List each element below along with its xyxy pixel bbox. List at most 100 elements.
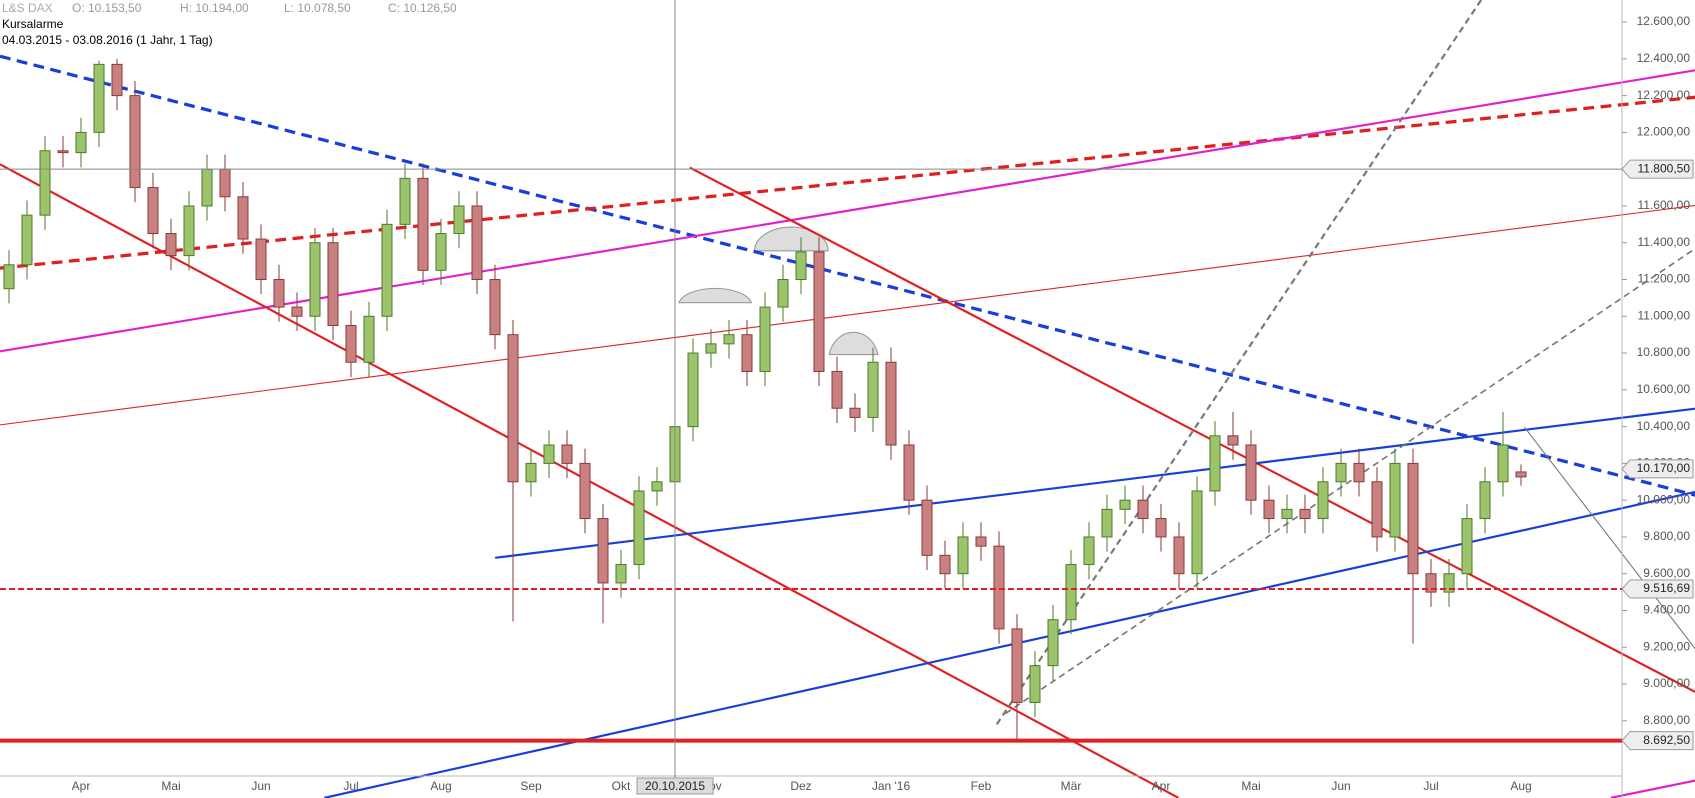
- x-tick-label: Jan '16: [872, 779, 911, 793]
- candle-body: [507, 334, 519, 483]
- candle-body: [363, 315, 375, 363]
- candle-body: [849, 407, 861, 418]
- y-tick-label: 9.800,00: [1643, 529, 1690, 543]
- y-tick-label: 11.200,00: [1638, 272, 1691, 286]
- ohlc: C: 10.126,50: [388, 1, 457, 15]
- candle-body: [237, 196, 249, 240]
- candle-body: [633, 490, 645, 566]
- candle-body: [1029, 665, 1041, 703]
- candle-body: [435, 233, 447, 271]
- candle-body: [201, 168, 213, 207]
- candle-body: [129, 95, 141, 189]
- candle-body: [417, 177, 429, 271]
- x-tick-label: Jul: [1423, 779, 1438, 793]
- symbol: L&S DAX: [2, 1, 53, 15]
- candle-body: [705, 343, 717, 354]
- candle-body: [345, 324, 357, 363]
- candle-body: [255, 238, 267, 281]
- ohlc: L: 10.078,50: [284, 1, 351, 15]
- candle-body: [1173, 536, 1185, 575]
- price-tag: [1621, 731, 1694, 751]
- candle-body: [795, 251, 807, 281]
- candle-body: [885, 361, 897, 446]
- candle-body: [1461, 518, 1473, 575]
- date-range: 04.03.2015 - 03.08.2016 (1 Jahr, 1 Tag): [2, 33, 213, 47]
- y-tick-label: 11.600,00: [1638, 198, 1691, 212]
- y-tick-label: 11.000,00: [1638, 308, 1691, 322]
- candle-body: [21, 214, 33, 266]
- price-tag-label: 11.800,50: [1638, 161, 1691, 175]
- trendline: [0, 95, 1695, 270]
- candle-body: [1047, 619, 1059, 667]
- crosshair-tag: [636, 777, 714, 795]
- trendline: [1004, 247, 1695, 715]
- candle-body: [867, 361, 879, 418]
- candle-body: [1083, 536, 1095, 566]
- candle-body: [3, 264, 15, 290]
- candle-body: [615, 564, 627, 584]
- price-tag-label: 10.170,00: [1637, 461, 1691, 475]
- trendline: [995, 0, 1483, 725]
- candle-body: [525, 462, 537, 483]
- candle-body: [489, 279, 501, 336]
- x-tick-label: Mai: [1241, 779, 1260, 793]
- candle-body: [1227, 435, 1239, 446]
- x-tick-label: Jun: [251, 779, 270, 793]
- candle-body: [1353, 462, 1365, 483]
- trendline: [495, 407, 1695, 559]
- candle-body: [39, 150, 51, 216]
- x-tick-label: Feb: [971, 779, 992, 793]
- x-tick-label: Apr: [1152, 779, 1171, 793]
- x-tick-label: Jun: [1331, 779, 1350, 793]
- candle-body: [1101, 508, 1113, 538]
- candle-body: [1191, 490, 1203, 575]
- candle-body: [471, 205, 483, 281]
- candle-body: [579, 462, 591, 520]
- candle-body: [651, 481, 663, 492]
- y-tick-label: 12.000,00: [1637, 125, 1691, 139]
- y-tick-label: 10.000,00: [1637, 492, 1691, 506]
- candle-body: [993, 545, 1005, 630]
- y-tick-label: 9.000,00: [1643, 676, 1690, 690]
- price-tag: [1621, 159, 1694, 179]
- price-tag-label: 9.516,69: [1643, 581, 1690, 595]
- candle-body: [1407, 462, 1419, 575]
- candle-body: [147, 187, 159, 235]
- candle-body: [831, 370, 843, 409]
- alarm-label[interactable]: Kursalarme: [2, 17, 64, 31]
- candle-body: [957, 536, 969, 575]
- candle-body: [309, 242, 321, 317]
- x-tick-label: Dez: [790, 779, 811, 793]
- candle-body: [93, 63, 105, 133]
- candle-body: [1263, 499, 1275, 520]
- x-tick-label: Mai: [161, 779, 180, 793]
- candle-body: [453, 205, 465, 235]
- candle-body: [1443, 573, 1455, 593]
- candle-body: [75, 131, 87, 154]
- candle-body: [1137, 499, 1149, 520]
- y-tick-label: 10.800,00: [1637, 345, 1691, 359]
- y-tick-label: 8.800,00: [1643, 713, 1690, 727]
- candle-body: [1515, 471, 1527, 478]
- candle-body: [1317, 481, 1329, 520]
- y-tick-label: 12.600,00: [1637, 14, 1691, 28]
- price-tag: [1621, 459, 1694, 479]
- y-tick-label: 9.200,00: [1643, 639, 1690, 653]
- price-tag-label: 8.692,50: [1643, 733, 1690, 747]
- y-tick-label: 11.400,00: [1638, 235, 1691, 249]
- candle-body: [1425, 573, 1437, 593]
- candle-body: [1371, 481, 1383, 538]
- candle-body: [111, 63, 123, 97]
- x-tick-label: Apr: [72, 779, 91, 793]
- trendline: [0, 204, 1695, 426]
- ohlc: H: 10.194,00: [180, 1, 249, 15]
- candle-body: [1011, 628, 1023, 703]
- x-tick-label: Aug: [430, 779, 451, 793]
- candle-body: [1479, 481, 1491, 520]
- y-tick-label: 12.400,00: [1637, 51, 1691, 65]
- candle-body: [327, 242, 339, 326]
- candle-body: [723, 334, 735, 345]
- candle-body: [1281, 508, 1293, 520]
- x-tick-label: Mär: [1061, 779, 1082, 793]
